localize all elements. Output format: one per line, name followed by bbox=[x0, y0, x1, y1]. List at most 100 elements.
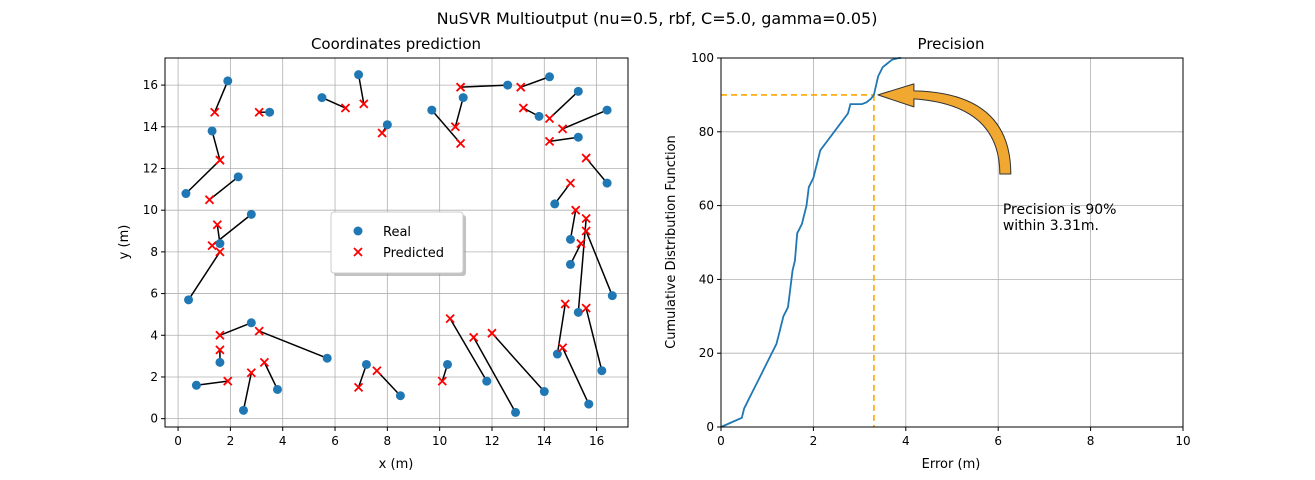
prediction-link bbox=[431, 109, 462, 144]
prediction-link bbox=[491, 332, 545, 393]
predicted-point bbox=[212, 220, 222, 230]
real-point bbox=[539, 387, 549, 397]
precision-gridlines bbox=[720, 57, 1184, 428]
predicted-point bbox=[581, 153, 591, 163]
real-point bbox=[207, 126, 217, 136]
predicted-point bbox=[516, 82, 526, 92]
real-point bbox=[272, 384, 282, 394]
prediction-link bbox=[357, 74, 365, 104]
predicted-point bbox=[215, 330, 225, 340]
x-tick-label: 6 bbox=[331, 434, 339, 448]
precision-x-axis-label: Error (m) bbox=[922, 457, 981, 472]
x-tick-label: 14 bbox=[537, 434, 552, 448]
predicted-point bbox=[353, 382, 364, 393]
prediction-link bbox=[473, 336, 517, 413]
predicted-point bbox=[576, 238, 586, 249]
prediction-link bbox=[211, 130, 221, 161]
precision-annotation-line-2: within 3.31m. bbox=[1003, 218, 1099, 234]
real-point bbox=[238, 405, 248, 415]
predicted-point bbox=[455, 82, 466, 92]
predicted-point bbox=[359, 99, 369, 109]
y-tick-label: 100 bbox=[691, 51, 714, 65]
predicted-point bbox=[581, 303, 591, 313]
real-point bbox=[215, 357, 225, 367]
predicted-point bbox=[215, 247, 225, 257]
prediction-link bbox=[454, 97, 464, 127]
coordinates-x-axis-label: x (m) bbox=[379, 457, 414, 472]
prediction-link bbox=[258, 330, 328, 359]
cdf-line bbox=[720, 57, 902, 428]
y-tick-label: 40 bbox=[699, 272, 714, 286]
predicted-point bbox=[469, 332, 479, 342]
prediction-links bbox=[185, 74, 614, 413]
legend-box bbox=[330, 211, 464, 274]
real-points bbox=[181, 70, 617, 417]
x-tick-label: 10 bbox=[1175, 434, 1190, 448]
annotation-arrow bbox=[877, 83, 1012, 175]
predicted-point bbox=[372, 366, 382, 376]
prediction-link bbox=[585, 307, 603, 371]
predicted-point bbox=[450, 122, 460, 132]
predicted-point bbox=[544, 113, 555, 124]
prediction-link bbox=[561, 347, 590, 405]
predicted-point bbox=[557, 124, 568, 134]
real-point bbox=[223, 76, 233, 86]
predicted-point bbox=[340, 103, 351, 113]
y-tick-label: 10 bbox=[143, 203, 158, 217]
predicted-point bbox=[215, 345, 225, 355]
real-point bbox=[246, 209, 256, 219]
prediction-link bbox=[585, 230, 614, 296]
prediction-link bbox=[520, 76, 550, 88]
real-point bbox=[246, 318, 256, 328]
coordinates-chart-title: Coordinates prediction bbox=[311, 35, 481, 53]
real-point bbox=[565, 259, 575, 269]
precision-chart-title: Precision bbox=[918, 35, 985, 53]
legend-predicted-marker bbox=[353, 247, 363, 257]
x-tick-label: 8 bbox=[384, 434, 392, 448]
real-point bbox=[233, 172, 243, 182]
predicted-point bbox=[223, 376, 233, 386]
predicted-point bbox=[445, 313, 455, 324]
y-tick-label: 0 bbox=[150, 412, 158, 426]
y-tick-label: 2 bbox=[150, 370, 158, 384]
y-tick-label: 14 bbox=[143, 120, 158, 134]
prediction-link bbox=[214, 80, 229, 113]
precision-guides bbox=[721, 94, 875, 427]
y-tick-label: 12 bbox=[143, 161, 158, 175]
coordinates-legend: Real Predicted bbox=[330, 211, 466, 276]
prediction-link bbox=[562, 109, 608, 130]
figure-title: NuSVR Multioutput (nu=0.5, rbf, C=5.0, g… bbox=[437, 9, 878, 28]
real-point bbox=[597, 366, 607, 376]
y-tick-label: 6 bbox=[150, 287, 158, 301]
predicted-point bbox=[254, 326, 264, 336]
prediction-link bbox=[556, 303, 566, 355]
prediction-link bbox=[549, 136, 579, 143]
coordinates-chart: Coordinates prediction 0 2 4 6 8 10 12 14 16 0 2 4 6… bbox=[117, 35, 629, 472]
real-point bbox=[503, 80, 513, 90]
predicted-point bbox=[557, 343, 568, 353]
real-point bbox=[181, 189, 191, 199]
x-tick-label: 16 bbox=[589, 434, 604, 448]
real-point bbox=[602, 178, 612, 188]
prediction-link bbox=[449, 318, 488, 382]
prediction-link bbox=[196, 380, 228, 387]
y-tick-label: 8 bbox=[150, 245, 158, 259]
real-point bbox=[215, 239, 225, 249]
real-point bbox=[317, 93, 327, 103]
legend-real-label: Real bbox=[383, 225, 411, 240]
y-tick-label: 20 bbox=[699, 346, 714, 360]
real-point bbox=[545, 72, 555, 82]
y-tick-label: 4 bbox=[150, 328, 158, 342]
predicted-point bbox=[560, 299, 570, 309]
real-point bbox=[322, 353, 332, 363]
real-point bbox=[443, 359, 453, 369]
x-tick-label: 4 bbox=[902, 434, 910, 448]
predicted-point bbox=[215, 155, 225, 165]
real-point bbox=[184, 295, 194, 305]
real-point bbox=[584, 399, 594, 409]
y-tick-label: 60 bbox=[699, 199, 714, 213]
real-point bbox=[361, 359, 371, 369]
legend-real-marker bbox=[353, 226, 363, 236]
prediction-link bbox=[263, 362, 279, 390]
